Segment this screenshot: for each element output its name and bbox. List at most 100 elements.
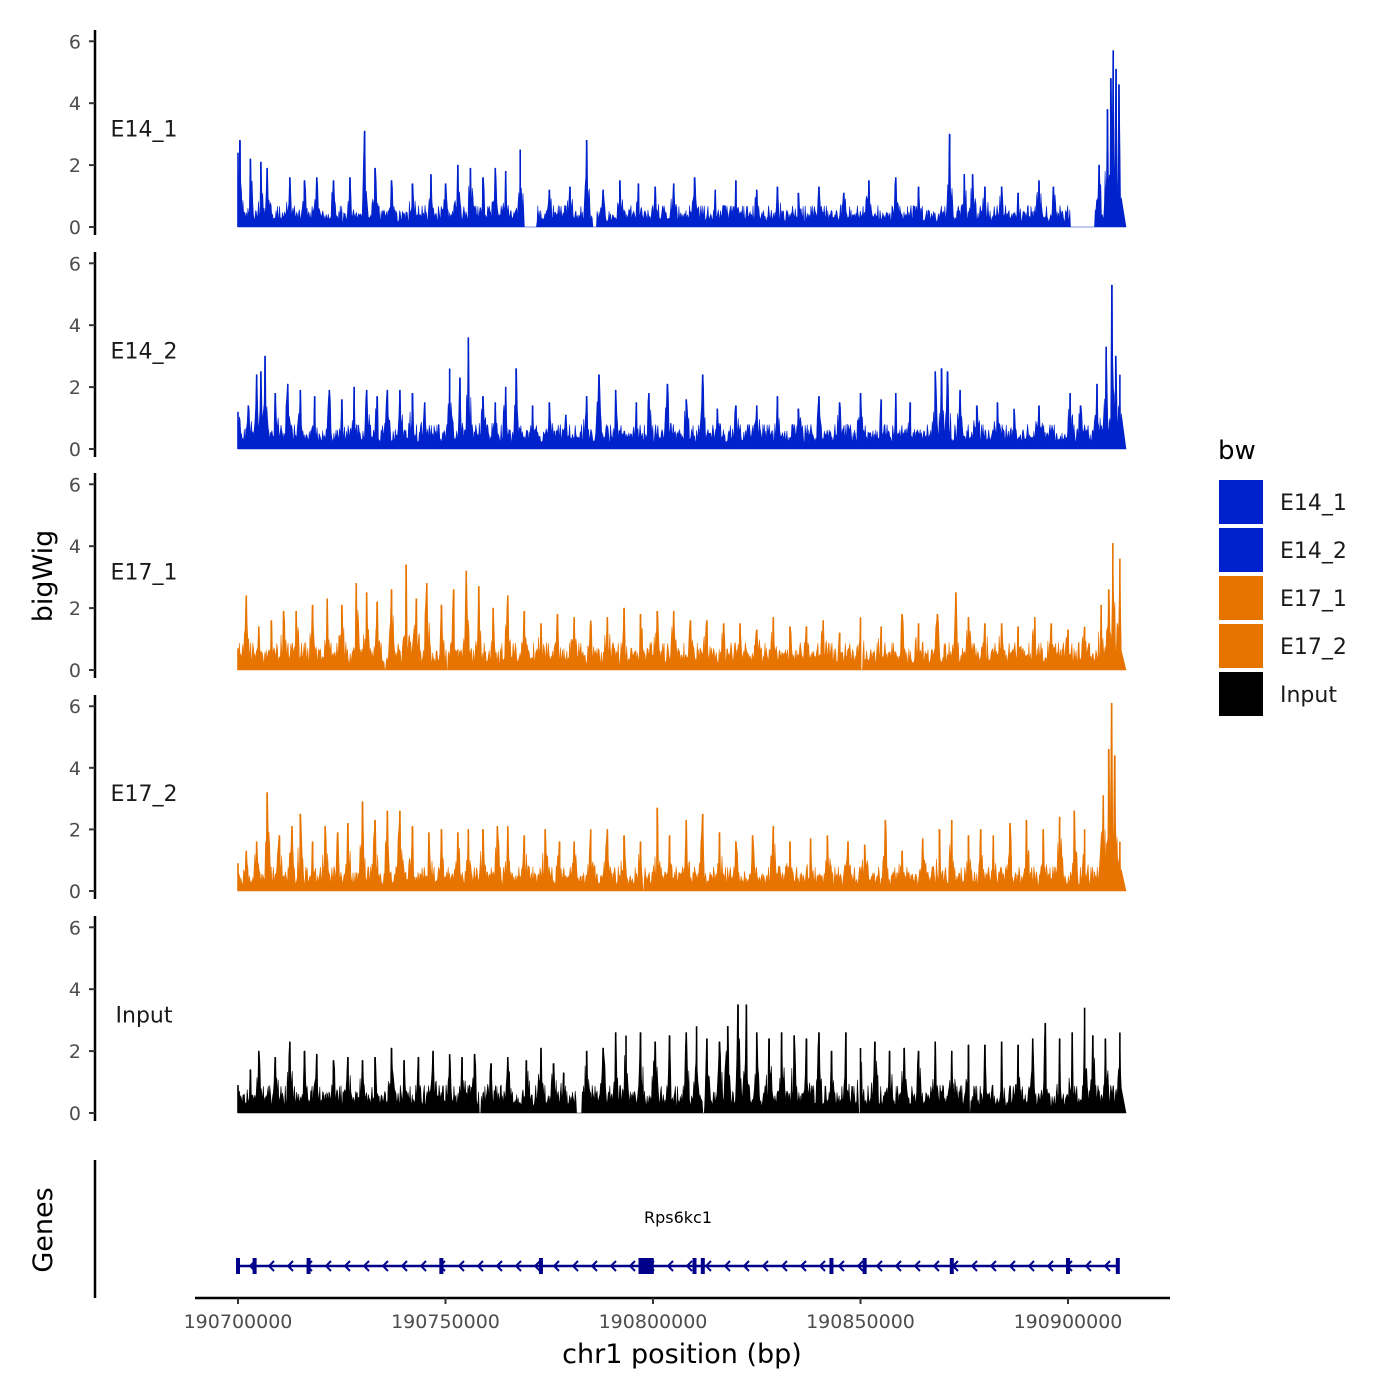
x-tick-label: 190700000 (184, 1311, 293, 1333)
track-Input: 0 2 4 6 Input (69, 916, 1127, 1125)
strand-arrow (856, 1260, 864, 1272)
y-tick-label: 0 (69, 439, 81, 461)
exon (306, 1258, 311, 1274)
strand-arrow (419, 1260, 427, 1272)
strand-arrow (514, 1260, 522, 1272)
y-tick-label: 2 (69, 598, 81, 620)
y-tick-label: 0 (69, 217, 81, 239)
strand-arrow (267, 1260, 275, 1272)
y-tick-label: 4 (69, 93, 81, 115)
y-tick-label: 2 (69, 819, 81, 841)
x-tick-label: 190750000 (391, 1311, 500, 1333)
genes-axis-title: Genes (28, 1187, 59, 1272)
strand-arrow (818, 1260, 826, 1272)
y-tick-label: 4 (69, 536, 81, 558)
y-tick-label: 4 (69, 315, 81, 337)
exon (829, 1258, 834, 1274)
strand-arrow (704, 1260, 712, 1272)
legend-label: E17_1 (1280, 587, 1347, 612)
strand-arrow (894, 1260, 902, 1272)
exon (538, 1258, 543, 1274)
track-panels: 0 2 4 6 E14_1 0 2 4 6 E14_2 0 2 4 6 E17_1 0 2 4 6 E17_2 0 2 4 6… (69, 30, 1127, 1125)
signal-area-E17_2 (237, 702, 1127, 892)
y-tick-label: 0 (69, 660, 81, 682)
exon (236, 1258, 240, 1274)
strand-arrow (609, 1260, 617, 1272)
strand-arrow (742, 1260, 750, 1272)
legend-label: Input (1280, 683, 1337, 708)
legend-label: E17_2 (1280, 635, 1347, 660)
y-tick-label: 0 (69, 1103, 81, 1125)
y-tick-label: 0 (69, 881, 81, 903)
track-E17_1: 0 2 4 6 E17_1 (69, 473, 1127, 682)
x-tick-label: 190800000 (599, 1311, 708, 1333)
strand-arrow (1103, 1260, 1111, 1272)
y-tick-label: 6 (69, 696, 81, 718)
strand-arrow (932, 1260, 940, 1272)
strand-arrow (324, 1260, 332, 1272)
legend-label: E14_2 (1280, 539, 1347, 564)
strand-arrow (799, 1260, 807, 1272)
y-tick-label: 2 (69, 155, 81, 177)
exon (252, 1258, 257, 1274)
strand-arrow (381, 1260, 389, 1272)
signal-area-E14_2 (237, 284, 1127, 450)
track-label: E14_2 (111, 340, 178, 365)
strand-arrow (286, 1260, 294, 1272)
strand-arrow (533, 1260, 541, 1272)
y-tick-label: 4 (69, 758, 81, 780)
strand-arrow (590, 1260, 598, 1272)
legend-key (1219, 480, 1263, 524)
y-tick-label: 6 (69, 253, 81, 275)
exon (700, 1258, 705, 1274)
exon (862, 1258, 867, 1274)
strand-arrow (685, 1260, 693, 1272)
strand-arrow (989, 1260, 997, 1272)
track-E14_1: 0 2 4 6 E14_1 (69, 30, 1127, 239)
strand-arrow (970, 1260, 978, 1272)
strand-arrow (761, 1260, 769, 1272)
track-E17_2: 0 2 4 6 E17_2 (69, 695, 1127, 903)
strand-arrow (571, 1260, 579, 1272)
exon (439, 1258, 444, 1274)
strand-arrow (1008, 1260, 1016, 1272)
x-axis: 190700000 190750000 190800000 190850000 1909… (184, 1296, 1170, 1333)
track-label: Input (116, 1004, 173, 1029)
strand-arrow (780, 1260, 788, 1272)
strand-arrow (628, 1260, 636, 1272)
y-axis-title: bigWig (28, 530, 59, 623)
exon (1066, 1258, 1070, 1274)
strand-arrow (343, 1260, 351, 1272)
gene-Rps6kc1: Rps6kc1 (236, 1208, 1120, 1274)
strand-arrow (400, 1260, 408, 1272)
legend-key (1219, 624, 1263, 668)
strand-arrow (837, 1260, 845, 1272)
signal-area-E14_1 (237, 50, 1127, 228)
legend-title: bw (1218, 436, 1256, 466)
genes-panel: Rps6kc1 (93, 1160, 1120, 1298)
exon (1115, 1258, 1120, 1274)
y-tick-label: 2 (69, 1041, 81, 1063)
exon (949, 1258, 954, 1274)
exon (692, 1258, 697, 1274)
strand-arrow (552, 1260, 560, 1272)
track-label: E14_1 (111, 118, 178, 143)
y-tick-label: 6 (69, 474, 81, 496)
strand-arrow (457, 1260, 465, 1272)
strand-arrow (875, 1260, 883, 1272)
legend-key (1219, 528, 1263, 572)
legend-label: E14_1 (1280, 491, 1347, 516)
strand-arrow (723, 1260, 731, 1272)
strand-arrow (362, 1260, 370, 1272)
strand-arrow (666, 1260, 674, 1272)
strand-arrow (1084, 1260, 1092, 1272)
x-tick-label: 190850000 (806, 1311, 915, 1333)
track-E14_2: 0 2 4 6 E14_2 (69, 252, 1127, 461)
strand-arrow (1046, 1260, 1054, 1272)
strand-arrow (476, 1260, 484, 1272)
strand-arrow (1027, 1260, 1035, 1272)
y-tick-label: 4 (69, 979, 81, 1001)
y-tick-label: 6 (69, 917, 81, 939)
signal-area-Input (237, 1004, 1127, 1114)
